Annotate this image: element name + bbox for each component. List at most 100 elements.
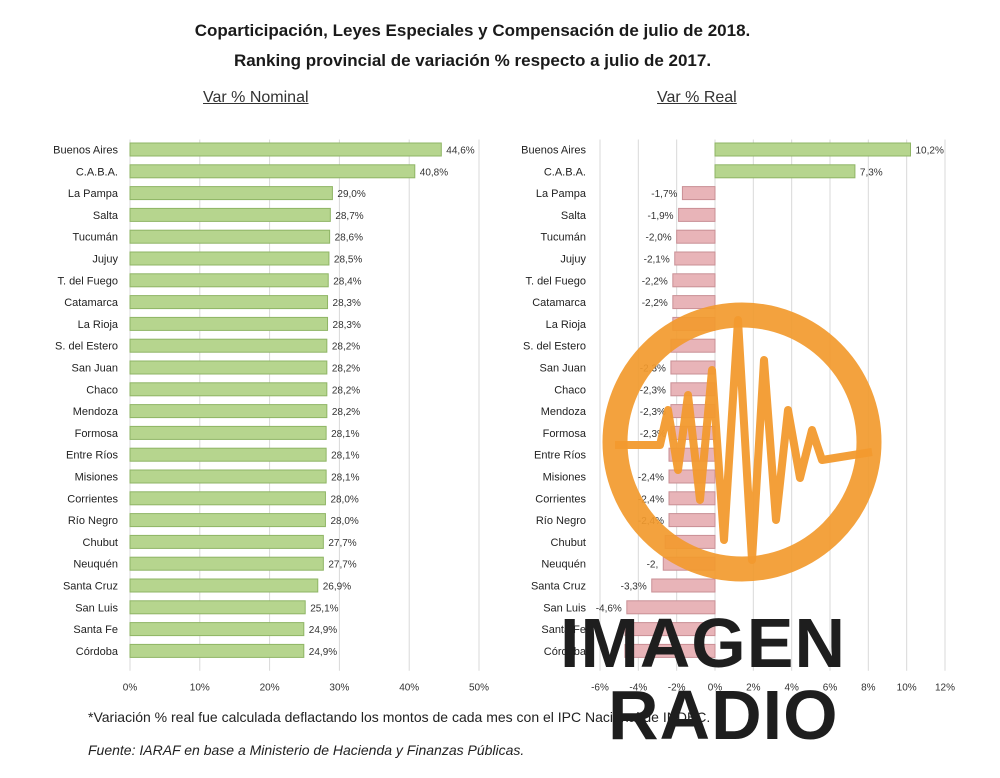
nominal-bar (129, 164, 416, 179)
nominal-data-label: 24,9% (309, 647, 337, 658)
nominal-data-label: 28,4% (333, 276, 361, 287)
nominal-data-label: 44,6% (446, 146, 474, 157)
nominal-bar (129, 513, 326, 528)
nominal-data-label: 28,3% (333, 320, 361, 331)
nominal-data-label: 28,2% (332, 364, 360, 375)
real-category-label: T. del Fuego (525, 275, 586, 287)
real-bar (670, 404, 716, 419)
real-category-label: C.A.B.A. (544, 166, 586, 178)
nominal-data-label: 28,2% (332, 342, 360, 353)
logo-imagen-text: IMAGEN (560, 604, 846, 682)
real-tick-label: 2% (746, 683, 761, 694)
real-category-label: San Luis (543, 602, 586, 614)
real-data-label: -2,4% (638, 473, 664, 484)
real-bar (674, 251, 716, 266)
real-tick-label: 6% (823, 683, 838, 694)
real-category-label: La Pampa (536, 188, 587, 200)
nominal-category-label: S. del Estero (55, 341, 118, 353)
real-data-label: -2,3% (640, 385, 666, 396)
real-tick-label: -6% (591, 683, 609, 694)
real-category-label: Chubut (551, 537, 586, 549)
real-bar (672, 295, 716, 310)
nominal-bar (129, 425, 327, 440)
nominal-data-label: 29,0% (337, 189, 365, 200)
nominal-category-label: Mendoza (73, 406, 119, 418)
nominal-data-label: 28,0% (330, 516, 358, 527)
nominal-data-label: 28,6% (335, 233, 363, 244)
nominal-category-label: Corrientes (67, 493, 118, 505)
real-bar (664, 534, 716, 549)
nominal-category-label: Santa Cruz (63, 581, 118, 593)
nominal-data-label: 27,7% (328, 538, 356, 549)
nominal-data-label: 25,1% (310, 603, 338, 614)
real-tick-label: 8% (861, 683, 876, 694)
nominal-tick-label: 50% (469, 683, 489, 694)
real-tick-label: 0% (708, 683, 723, 694)
real-data-label: -4,6% (596, 603, 622, 614)
real-bar (624, 643, 716, 658)
real-bar (670, 360, 716, 375)
real-category-label: Corrientes (535, 493, 586, 505)
real-bar (668, 469, 716, 484)
real-category-label: Santa Fe (541, 624, 586, 636)
nominal-data-label: 27,7% (328, 560, 356, 571)
real-data-label: -2,2% (642, 298, 668, 309)
nominal-category-label: Chubut (83, 537, 118, 549)
logo-radio-text: RADIO (608, 676, 839, 754)
nominal-bar (129, 556, 324, 571)
nominal-data-label: 28,2% (332, 385, 360, 396)
nominal-category-label: San Juan (72, 363, 118, 375)
nominal-data-label: 24,9% (309, 625, 337, 636)
nominal-data-label: 28,0% (330, 494, 358, 505)
nominal-bar (129, 207, 331, 222)
real-tick-label: -4% (629, 683, 647, 694)
real-category-label: Río Negro (536, 515, 586, 527)
real-bar (651, 578, 716, 593)
real-data-label: 10,2% (916, 146, 944, 157)
nominal-data-label: 28,5% (334, 255, 362, 266)
real-category-label: Salta (561, 210, 587, 222)
real-bar (624, 622, 716, 637)
nominal-data-label: 26,9% (323, 582, 351, 593)
nominal-category-label: C.A.B.A. (76, 166, 118, 178)
nominal-category-label: Córdoba (76, 646, 119, 658)
nominal-category-label: Río Negro (68, 515, 118, 527)
nominal-tick-label: 40% (399, 683, 419, 694)
nominal-category-label: Formosa (75, 428, 119, 440)
nominal-bar (129, 251, 330, 266)
nominal-bar (129, 295, 329, 310)
nominal-bar (129, 643, 305, 658)
real-bar (626, 600, 716, 615)
nominal-bar (129, 229, 331, 244)
real-bar (678, 207, 716, 222)
real-bar (668, 513, 716, 528)
nominal-tick-label: 30% (329, 683, 349, 694)
nominal-bar (129, 534, 324, 549)
nominal-bar (129, 186, 333, 201)
nominal-bar (129, 600, 306, 615)
real-category-label: San Juan (540, 363, 586, 375)
real-data-label: -2,0% (646, 233, 672, 244)
real-tick-label: 4% (784, 683, 799, 694)
nominal-tick-label: 0% (123, 683, 138, 694)
nominal-bar (129, 447, 327, 462)
real-bar (714, 164, 856, 179)
nominal-category-label: T. del Fuego (57, 275, 118, 287)
charts-canvas: 0% 10% 20% 30% 40% 50% Buenos Aires 44,6% C.A.B.… (53, 139, 955, 694)
real-data-label: -3,3% (621, 582, 647, 593)
real-bar (714, 142, 911, 157)
nominal-bar (129, 142, 442, 157)
real-data-label: -2,4% (638, 494, 664, 505)
nominal-category-label: Chaco (86, 384, 118, 396)
nominal-tick-label: 10% (190, 683, 210, 694)
nominal-bar (129, 338, 328, 353)
nominal-category-label: Entre Ríos (66, 450, 118, 462)
nominal-data-label: 40,8% (420, 167, 448, 178)
nominal-category-label: San Luis (75, 602, 118, 614)
real-bar (668, 491, 716, 506)
nominal-data-label: 28,3% (333, 298, 361, 309)
nominal-chart-title: Var % Nominal (203, 89, 309, 106)
real-bar (668, 447, 716, 462)
nominal-chart: 0% 10% 20% 30% 40% 50% Buenos Aires 44,6% C.A.B.… (53, 139, 489, 694)
real-category-label: Neuquén (541, 559, 586, 571)
